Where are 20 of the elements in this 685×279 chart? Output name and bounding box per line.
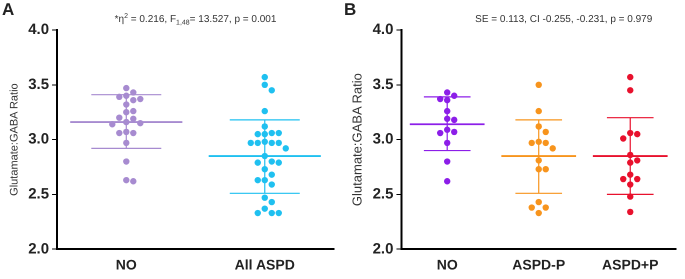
- y-tick-label: 4.0: [372, 21, 394, 38]
- y-axis-title: Glutamate:GABA Ratio: [349, 73, 364, 206]
- y-tick-label: 3.5: [28, 76, 50, 93]
- y-tick-label: 3.0: [28, 130, 50, 148]
- x-tick-label: ASPD+P: [602, 256, 658, 272]
- x-tick-label: All ASPD: [234, 256, 295, 272]
- text: SE = 0.113, CI -0.255, -0.231, p = 0.979: [475, 14, 653, 25]
- y-tick-label: 3.5: [372, 76, 394, 93]
- x-tick-label: NO: [116, 256, 137, 272]
- x-tick-label: ASPD-P: [512, 256, 566, 272]
- y-axis-title: Glutamate:GABA Ratio: [8, 83, 21, 196]
- y-tick-label: 3.0: [372, 130, 394, 148]
- chart-title: B: [344, 0, 356, 20]
- y-tick-label: 2.5: [372, 186, 394, 203]
- y-tick-label: 2.5: [28, 186, 50, 203]
- y-tick-label: 4.0: [28, 21, 50, 38]
- x-tick-label: NO: [436, 256, 458, 272]
- y-tick-label: 2.0: [372, 240, 394, 258]
- y-tick-label: 2.0: [28, 240, 50, 258]
- chart-title: A: [2, 0, 14, 20]
